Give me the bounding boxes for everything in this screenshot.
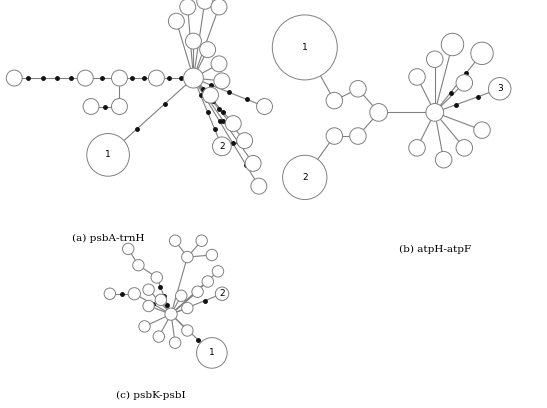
Circle shape [123,243,134,255]
Circle shape [326,128,342,144]
Circle shape [488,78,511,100]
Text: (b) atpH-atpF: (b) atpH-atpF [399,245,471,254]
Circle shape [168,13,184,29]
Circle shape [197,0,213,9]
Circle shape [456,75,473,91]
Circle shape [214,73,230,89]
Circle shape [153,331,165,342]
Circle shape [225,115,241,131]
Circle shape [139,321,150,332]
Circle shape [180,0,196,15]
Circle shape [176,290,187,302]
Circle shape [185,33,201,49]
Circle shape [211,0,227,15]
Circle shape [257,99,272,115]
Circle shape [206,249,218,261]
Circle shape [183,68,203,88]
Circle shape [435,151,452,168]
Text: 1: 1 [302,43,307,52]
Circle shape [133,259,144,271]
Circle shape [245,155,261,171]
Circle shape [128,288,141,300]
Circle shape [148,70,165,86]
Text: 2: 2 [219,289,225,298]
Circle shape [251,178,267,194]
Circle shape [427,51,443,67]
Circle shape [87,133,130,176]
Circle shape [83,99,99,115]
Text: 3: 3 [497,84,503,93]
Circle shape [112,99,127,115]
Circle shape [170,337,181,348]
Circle shape [151,272,162,283]
Circle shape [212,266,224,277]
Circle shape [409,69,426,85]
Circle shape [196,338,227,368]
Circle shape [104,288,115,299]
Circle shape [326,92,342,109]
Circle shape [216,287,229,300]
Circle shape [350,128,366,144]
Circle shape [155,294,167,306]
Circle shape [200,42,216,58]
Circle shape [6,70,22,86]
Circle shape [143,284,154,295]
Circle shape [474,122,490,138]
Circle shape [165,308,177,320]
Circle shape [196,235,207,246]
Circle shape [202,276,213,287]
Circle shape [192,286,203,297]
Circle shape [211,56,227,72]
Circle shape [272,15,337,80]
Circle shape [202,87,218,103]
Circle shape [143,300,154,312]
Circle shape [212,137,231,156]
Circle shape [182,302,193,314]
Circle shape [237,133,253,149]
Circle shape [426,104,444,121]
Text: 2: 2 [219,142,225,151]
Circle shape [441,33,464,56]
Text: (a) psbA-trnH: (a) psbA-trnH [72,234,144,243]
Text: 2: 2 [302,173,307,182]
Circle shape [409,140,426,156]
Text: 1: 1 [105,151,111,160]
Circle shape [350,80,366,97]
Circle shape [283,155,327,200]
Text: (c) psbK-psbI: (c) psbK-psbI [116,391,185,400]
Circle shape [182,251,193,263]
Circle shape [112,70,127,86]
Circle shape [471,42,493,64]
Circle shape [77,70,94,86]
Circle shape [456,140,473,156]
Circle shape [170,235,181,246]
Circle shape [182,325,193,336]
Circle shape [370,104,387,121]
Text: 1: 1 [209,348,215,357]
